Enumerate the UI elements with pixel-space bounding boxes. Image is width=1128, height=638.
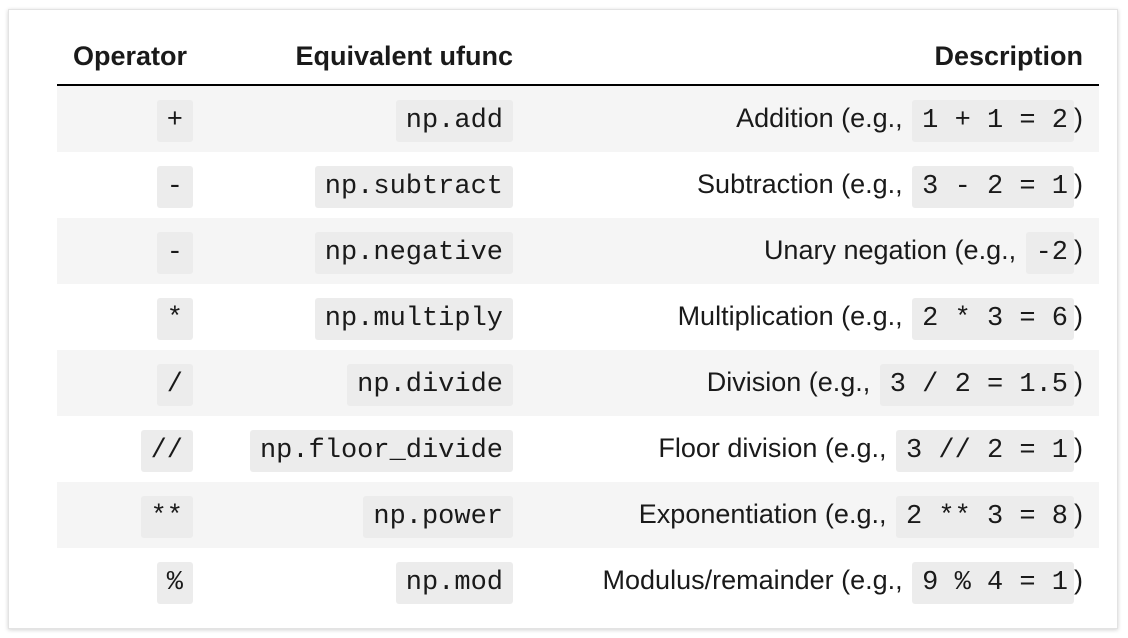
table-row: * np.multiply Multiplication (e.g., 2 * 3 …: [57, 284, 1099, 350]
description-close-paren: ): [1074, 366, 1083, 397]
description-cell: Subtraction (e.g., 3 - 2 = 1): [529, 152, 1099, 218]
example-code: 9 % 4 = 1: [912, 561, 1074, 604]
ufunc-code: np.mod: [395, 561, 513, 604]
table-row: - np.subtract Subtraction (e.g., 3 - 2 = 1…: [57, 152, 1099, 218]
description-close-paren: ): [1074, 234, 1083, 265]
description-cell: Division (e.g., 3 / 2 = 1.5): [529, 350, 1099, 416]
ufunc-cell: np.subtract: [209, 152, 529, 218]
ufunc-cell: np.add: [209, 85, 529, 152]
operator-code: *: [156, 297, 193, 340]
table-row: ** np.power Exponentiation (e.g., 2 ** 3 =…: [57, 482, 1099, 548]
operator-table: Operator Equivalent ufunc Description + n…: [57, 28, 1099, 614]
header-operator: Operator: [57, 28, 209, 86]
description-cell: Floor division (e.g., 3 // 2 = 1): [529, 416, 1099, 482]
example-code: 2 * 3 = 6: [912, 297, 1074, 340]
operator-cell: //: [57, 416, 209, 482]
operator-code: -: [156, 165, 193, 208]
operator-cell: -: [57, 152, 209, 218]
description-text: Exponentiation (e.g.,: [638, 498, 894, 529]
description-text: Floor division (e.g.,: [658, 432, 894, 463]
operator-cell: **: [57, 482, 209, 548]
example-code: 3 / 2 = 1.5: [879, 363, 1074, 406]
description-close-paren: ): [1074, 564, 1083, 595]
description-text: Modulus/remainder (e.g.,: [602, 564, 911, 595]
description-text: Addition (e.g.,: [736, 102, 911, 133]
description-text: Unary negation (e.g.,: [763, 234, 1024, 265]
description-close-paren: ): [1074, 498, 1083, 529]
description-close-paren: ): [1074, 432, 1083, 463]
example-code: 1 + 1 = 2: [912, 99, 1074, 142]
header-row: Operator Equivalent ufunc Description: [57, 28, 1099, 86]
ufunc-cell: np.multiply: [209, 284, 529, 350]
operator-cell: -: [57, 218, 209, 284]
ufunc-cell: np.divide: [209, 350, 529, 416]
example-code: 2 ** 3 = 8: [895, 495, 1074, 538]
table-row: - np.negative Unary negation (e.g., -2): [57, 218, 1099, 284]
operator-code: //: [140, 429, 193, 472]
description-cell: Exponentiation (e.g., 2 ** 3 = 8): [529, 482, 1099, 548]
operator-cell: %: [57, 548, 209, 614]
operator-code: %: [156, 561, 193, 604]
description-text: Division (e.g.,: [706, 366, 878, 397]
ufunc-code: np.subtract: [314, 165, 513, 208]
ufunc-code: np.negative: [314, 231, 513, 274]
table-row: % np.mod Modulus/remainder (e.g., 9 % 4 = …: [57, 548, 1099, 614]
example-code: 3 - 2 = 1: [912, 165, 1074, 208]
description-close-paren: ): [1074, 300, 1083, 331]
operator-code: -: [156, 231, 193, 274]
description-text: Subtraction (e.g.,: [697, 168, 911, 199]
ufunc-code: np.multiply: [314, 297, 513, 340]
ufunc-cell: np.floor_divide: [209, 416, 529, 482]
ufunc-cell: np.power: [209, 482, 529, 548]
table-row: // np.floor_divide Floor division (e.g., 3…: [57, 416, 1099, 482]
table-container: Operator Equivalent ufunc Description + n…: [8, 9, 1118, 629]
ufunc-code: np.divide: [347, 363, 513, 406]
description-text: Multiplication (e.g.,: [677, 300, 911, 331]
description-cell: Addition (e.g., 1 + 1 = 2): [529, 85, 1099, 152]
ufunc-code: np.floor_divide: [249, 429, 513, 472]
operator-code: /: [156, 363, 193, 406]
header-ufunc: Equivalent ufunc: [209, 28, 529, 86]
header-description: Description: [529, 28, 1099, 86]
ufunc-code: np.power: [363, 495, 513, 538]
ufunc-cell: np.negative: [209, 218, 529, 284]
description-cell: Unary negation (e.g., -2): [529, 218, 1099, 284]
table-row: + np.add Addition (e.g., 1 + 1 = 2): [57, 85, 1099, 152]
example-code: -2: [1025, 231, 1074, 274]
operator-code: **: [140, 495, 193, 538]
ufunc-cell: np.mod: [209, 548, 529, 614]
description-close-paren: ): [1074, 168, 1083, 199]
operator-cell: /: [57, 350, 209, 416]
table-row: / np.divide Division (e.g., 3 / 2 = 1.5): [57, 350, 1099, 416]
operator-cell: +: [57, 85, 209, 152]
ufunc-code: np.add: [395, 99, 513, 142]
description-cell: Modulus/remainder (e.g., 9 % 4 = 1): [529, 548, 1099, 614]
description-close-paren: ): [1074, 102, 1083, 133]
operator-code: +: [156, 99, 193, 142]
description-cell: Multiplication (e.g., 2 * 3 = 6): [529, 284, 1099, 350]
operator-cell: *: [57, 284, 209, 350]
example-code: 3 // 2 = 1: [895, 429, 1074, 472]
